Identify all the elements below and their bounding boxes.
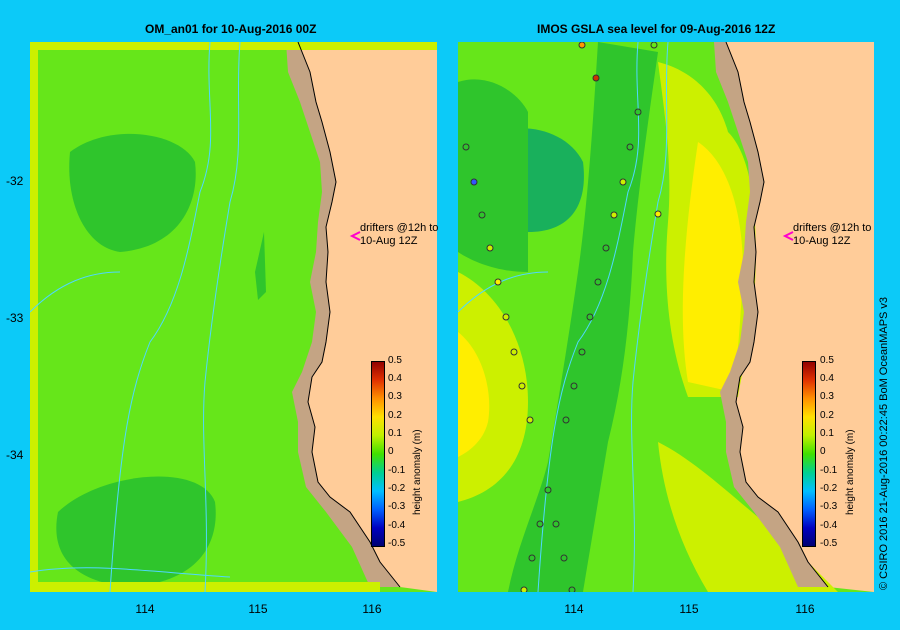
left-map-canvas xyxy=(30,42,437,592)
cb-tick: 0.4 xyxy=(820,373,834,384)
cb-tick: 0 xyxy=(820,446,826,457)
lat-label: -32 xyxy=(6,174,24,188)
cb-tick: -0.2 xyxy=(820,483,838,494)
drifter-note-line2: 10-Aug 12Z xyxy=(793,235,851,247)
right-neg-left xyxy=(458,79,528,272)
cb-tick: -0.3 xyxy=(820,501,838,512)
drifter-note-line1: drifters @12h to xyxy=(360,222,439,234)
cb-tick: -0.5 xyxy=(820,538,838,549)
cb-tick: -0.1 xyxy=(388,465,406,476)
cb-tick: 0.2 xyxy=(388,410,402,421)
cb-tick: 0.2 xyxy=(820,410,834,421)
cb-tick: 0 xyxy=(388,446,394,457)
cb-tick: -0.4 xyxy=(388,520,406,531)
drifter-note-line2: 10-Aug 12Z xyxy=(360,235,418,247)
right-pos-east-core xyxy=(682,142,743,392)
cb-tick: -0.4 xyxy=(820,520,838,531)
drifter-note-line1: drifters @12h to xyxy=(793,222,872,234)
cb-tick: 0.3 xyxy=(388,391,402,402)
drifter-arrow-icon xyxy=(782,231,794,241)
cb-tick: 0.4 xyxy=(388,373,402,384)
cb-tick: -0.3 xyxy=(388,501,406,512)
lon-label: 114 xyxy=(135,602,155,616)
cb-tick: -0.5 xyxy=(388,538,406,549)
right-pos-west-core xyxy=(458,332,490,457)
cb-tick: -0.2 xyxy=(388,483,406,494)
cb-tick: 0.5 xyxy=(820,355,834,366)
lat-label: -34 xyxy=(6,448,24,462)
credit-text: © CSIRO 2016 21-Aug-2016 00:22:45 BoM Oc… xyxy=(878,296,890,590)
cb-tick: 0.1 xyxy=(388,428,402,439)
drifter-arrow-icon xyxy=(349,231,361,241)
cb-tick: 0.5 xyxy=(388,355,402,366)
left-neg-blob-3 xyxy=(255,232,266,300)
lon-label: 116 xyxy=(795,602,815,616)
colorbar-title: height anomaly (m) xyxy=(412,429,423,515)
lon-label: 114 xyxy=(564,602,584,616)
cb-tick: 0.1 xyxy=(820,428,834,439)
colorbar-title: height anomaly (m) xyxy=(845,429,856,515)
lon-label: 115 xyxy=(679,602,699,616)
right-map-panel xyxy=(458,42,874,592)
right-map-canvas xyxy=(458,42,874,592)
left-neg-blob xyxy=(69,133,196,252)
lat-label: -33 xyxy=(6,311,24,325)
right-pos-west xyxy=(458,272,528,502)
left-neg-blob-2 xyxy=(56,476,216,587)
left-colorbar xyxy=(371,361,385,547)
lon-label: 115 xyxy=(248,602,268,616)
right-neg-band xyxy=(508,42,658,592)
left-map-title: OM_an01 for 10-Aug-2016 00Z xyxy=(145,22,317,36)
lon-label: 116 xyxy=(362,602,382,616)
cb-tick: -0.1 xyxy=(820,465,838,476)
right-colorbar xyxy=(802,361,816,547)
cb-tick: 0.3 xyxy=(820,391,834,402)
left-map-panel xyxy=(30,42,437,592)
drifter-points xyxy=(462,42,662,592)
right-map-title: IMOS GSLA sea level for 09-Aug-2016 12Z xyxy=(537,22,776,36)
